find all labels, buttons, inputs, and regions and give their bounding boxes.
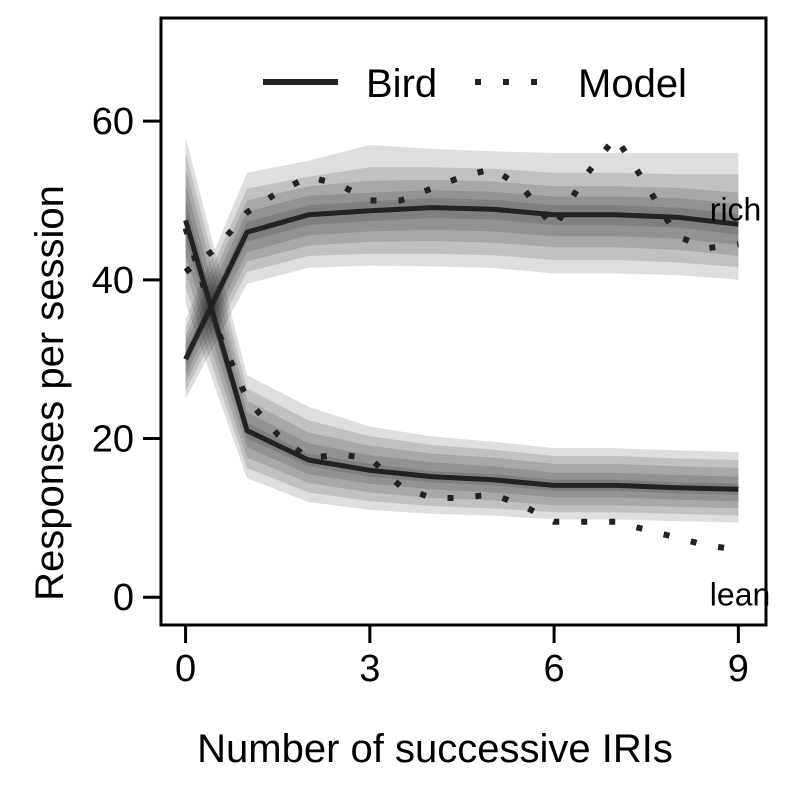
band-rich-1	[185, 167, 739, 391]
x-axis-ticks: 0 3 6 9	[175, 625, 749, 690]
y-tick-label-60: 60	[92, 101, 134, 143]
legend: Bird Model	[263, 62, 687, 106]
legend-model-label: Model	[578, 62, 687, 106]
series-lines	[182, 131, 739, 553]
series-bird-lean	[183, 219, 739, 492]
band-rich-2	[185, 179, 739, 383]
annotation-rich: rich	[710, 191, 762, 227]
annotation-lean: lean	[710, 576, 771, 612]
plot-frame	[159, 16, 768, 627]
y-tick-label-20: 20	[92, 419, 134, 461]
series-bird-rich	[183, 205, 739, 361]
x-tick-label-6: 6	[544, 648, 565, 690]
legend-bird-label: Bird	[366, 62, 437, 106]
band-rich-0	[185, 145, 739, 399]
series-model-lean	[182, 227, 739, 553]
y-axis-label: Responses per session	[28, 185, 72, 601]
x-tick-label-0: 0	[175, 648, 196, 690]
x-tick-label-9: 9	[728, 648, 749, 690]
y-tick-label-40: 40	[92, 260, 134, 302]
x-axis-label: Number of successive IRIs	[197, 727, 673, 771]
band-lean-1	[185, 152, 739, 516]
x-tick-label-3: 3	[359, 648, 380, 690]
band-lean-2	[185, 168, 739, 509]
band-lean-0	[185, 137, 739, 523]
y-tick-label-0: 0	[113, 577, 134, 619]
band-rich-3	[185, 190, 739, 376]
y-axis-ticks: 0 20 40 60	[92, 101, 161, 619]
confidence-bands	[185, 137, 739, 523]
band-rich-4	[185, 198, 739, 368]
